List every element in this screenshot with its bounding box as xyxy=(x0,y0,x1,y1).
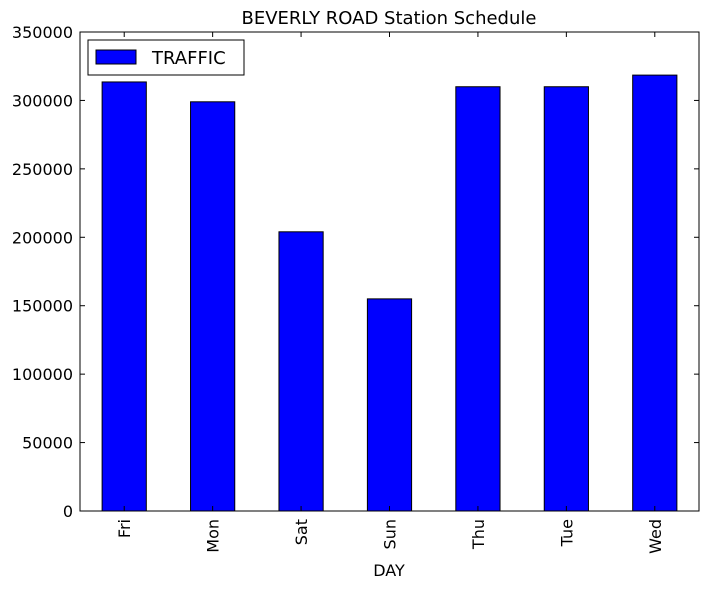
bars-group xyxy=(101,74,678,512)
y-tick-label: 100000 xyxy=(12,365,73,384)
chart-title: BEVERLY ROAD Station Schedule xyxy=(242,8,537,29)
x-tick-label-wed: Wed xyxy=(646,519,665,554)
y-tick-label: 300000 xyxy=(12,91,73,110)
x-tick-label-thu: Thu xyxy=(469,519,488,550)
bar-tue xyxy=(543,86,589,512)
y-tick-label: 250000 xyxy=(12,160,73,179)
legend-label: TRAFFIC xyxy=(151,48,226,69)
x-tick-label-fri: Fri xyxy=(115,519,134,538)
bar-thu xyxy=(455,86,501,512)
y-axis: 0 50000 100000 150000 200000 250000 300000 3500… xyxy=(12,23,699,521)
bar-fri xyxy=(101,81,147,512)
y-tick-label: 0 xyxy=(63,502,73,521)
y-tick-label: 350000 xyxy=(12,23,73,42)
x-tick-label-mon: Mon xyxy=(204,519,223,553)
bar-sun xyxy=(366,298,413,512)
y-tick-label: 200000 xyxy=(12,228,73,247)
bar-sat xyxy=(278,231,324,512)
x-axis-label: DAY xyxy=(373,561,405,580)
legend: TRAFFIC xyxy=(87,39,245,76)
y-tick-label: 150000 xyxy=(12,297,73,316)
legend-swatch xyxy=(95,49,137,65)
x-axis: Fri Mon Sat Sun Thu Tue Wed xyxy=(115,32,665,554)
x-tick-label-sun: Sun xyxy=(381,519,400,549)
x-tick-label-tue: Tue xyxy=(557,519,576,547)
bar-mon xyxy=(190,101,236,512)
y-tick-label: 50000 xyxy=(22,434,73,453)
bar-wed xyxy=(632,74,678,512)
x-tick-label-sat: Sat xyxy=(292,519,311,545)
